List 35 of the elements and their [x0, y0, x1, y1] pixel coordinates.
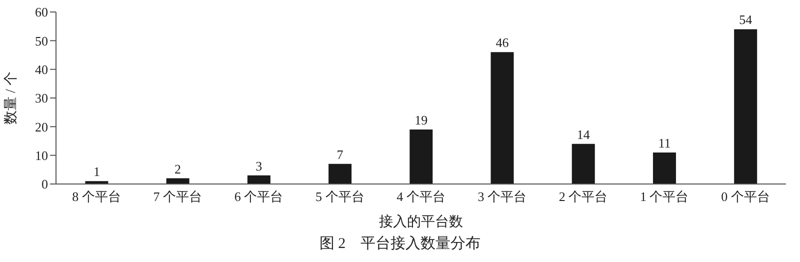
data-label: 14: [576, 126, 590, 142]
x-tick-label: 0 个平台: [721, 189, 770, 204]
data-label: 11: [658, 135, 671, 150]
bar: [572, 144, 595, 184]
bar: [247, 175, 270, 184]
data-label: 19: [414, 112, 428, 128]
x-axis-title: 接入的平台数: [379, 214, 463, 230]
y-tick-label: 60: [35, 4, 48, 20]
x-tick-label: 4 个平台: [396, 189, 446, 204]
x-tick-label: 1 个平台: [640, 189, 689, 204]
data-label: 2: [174, 161, 182, 176]
bar: [652, 152, 676, 184]
y-tick-label: 0: [42, 176, 48, 192]
y-tick-label: 50: [35, 33, 48, 48]
bar: [328, 164, 352, 184]
x-tick-label: 2 个平台: [558, 189, 608, 204]
y-axis-title: 数量 / 个: [2, 72, 19, 124]
x-tick-label: 5 个平台: [316, 189, 364, 204]
text: 图 2 平台接入数量分布: [318, 234, 482, 253]
y-tick-label: 10: [35, 148, 48, 163]
x-tick-label: 8 个平台: [72, 189, 121, 204]
data-label: 3: [256, 158, 262, 174]
x-tick-label: 3 个平台: [478, 189, 526, 204]
bar: [734, 29, 758, 184]
x-tick-label: 7 个平台: [153, 189, 202, 204]
data-label: 54: [739, 12, 753, 28]
y-tick-label: 20: [35, 119, 48, 134]
data-label: 46: [496, 35, 510, 50]
y-tick-label: 40: [35, 62, 48, 77]
data-label: 1: [93, 164, 100, 180]
data-label: 7: [336, 146, 344, 162]
y-tick-label: 30: [35, 90, 48, 106]
bar: [410, 130, 433, 184]
bar: [490, 52, 514, 184]
x-tick-label: 6 个平台: [234, 189, 284, 204]
